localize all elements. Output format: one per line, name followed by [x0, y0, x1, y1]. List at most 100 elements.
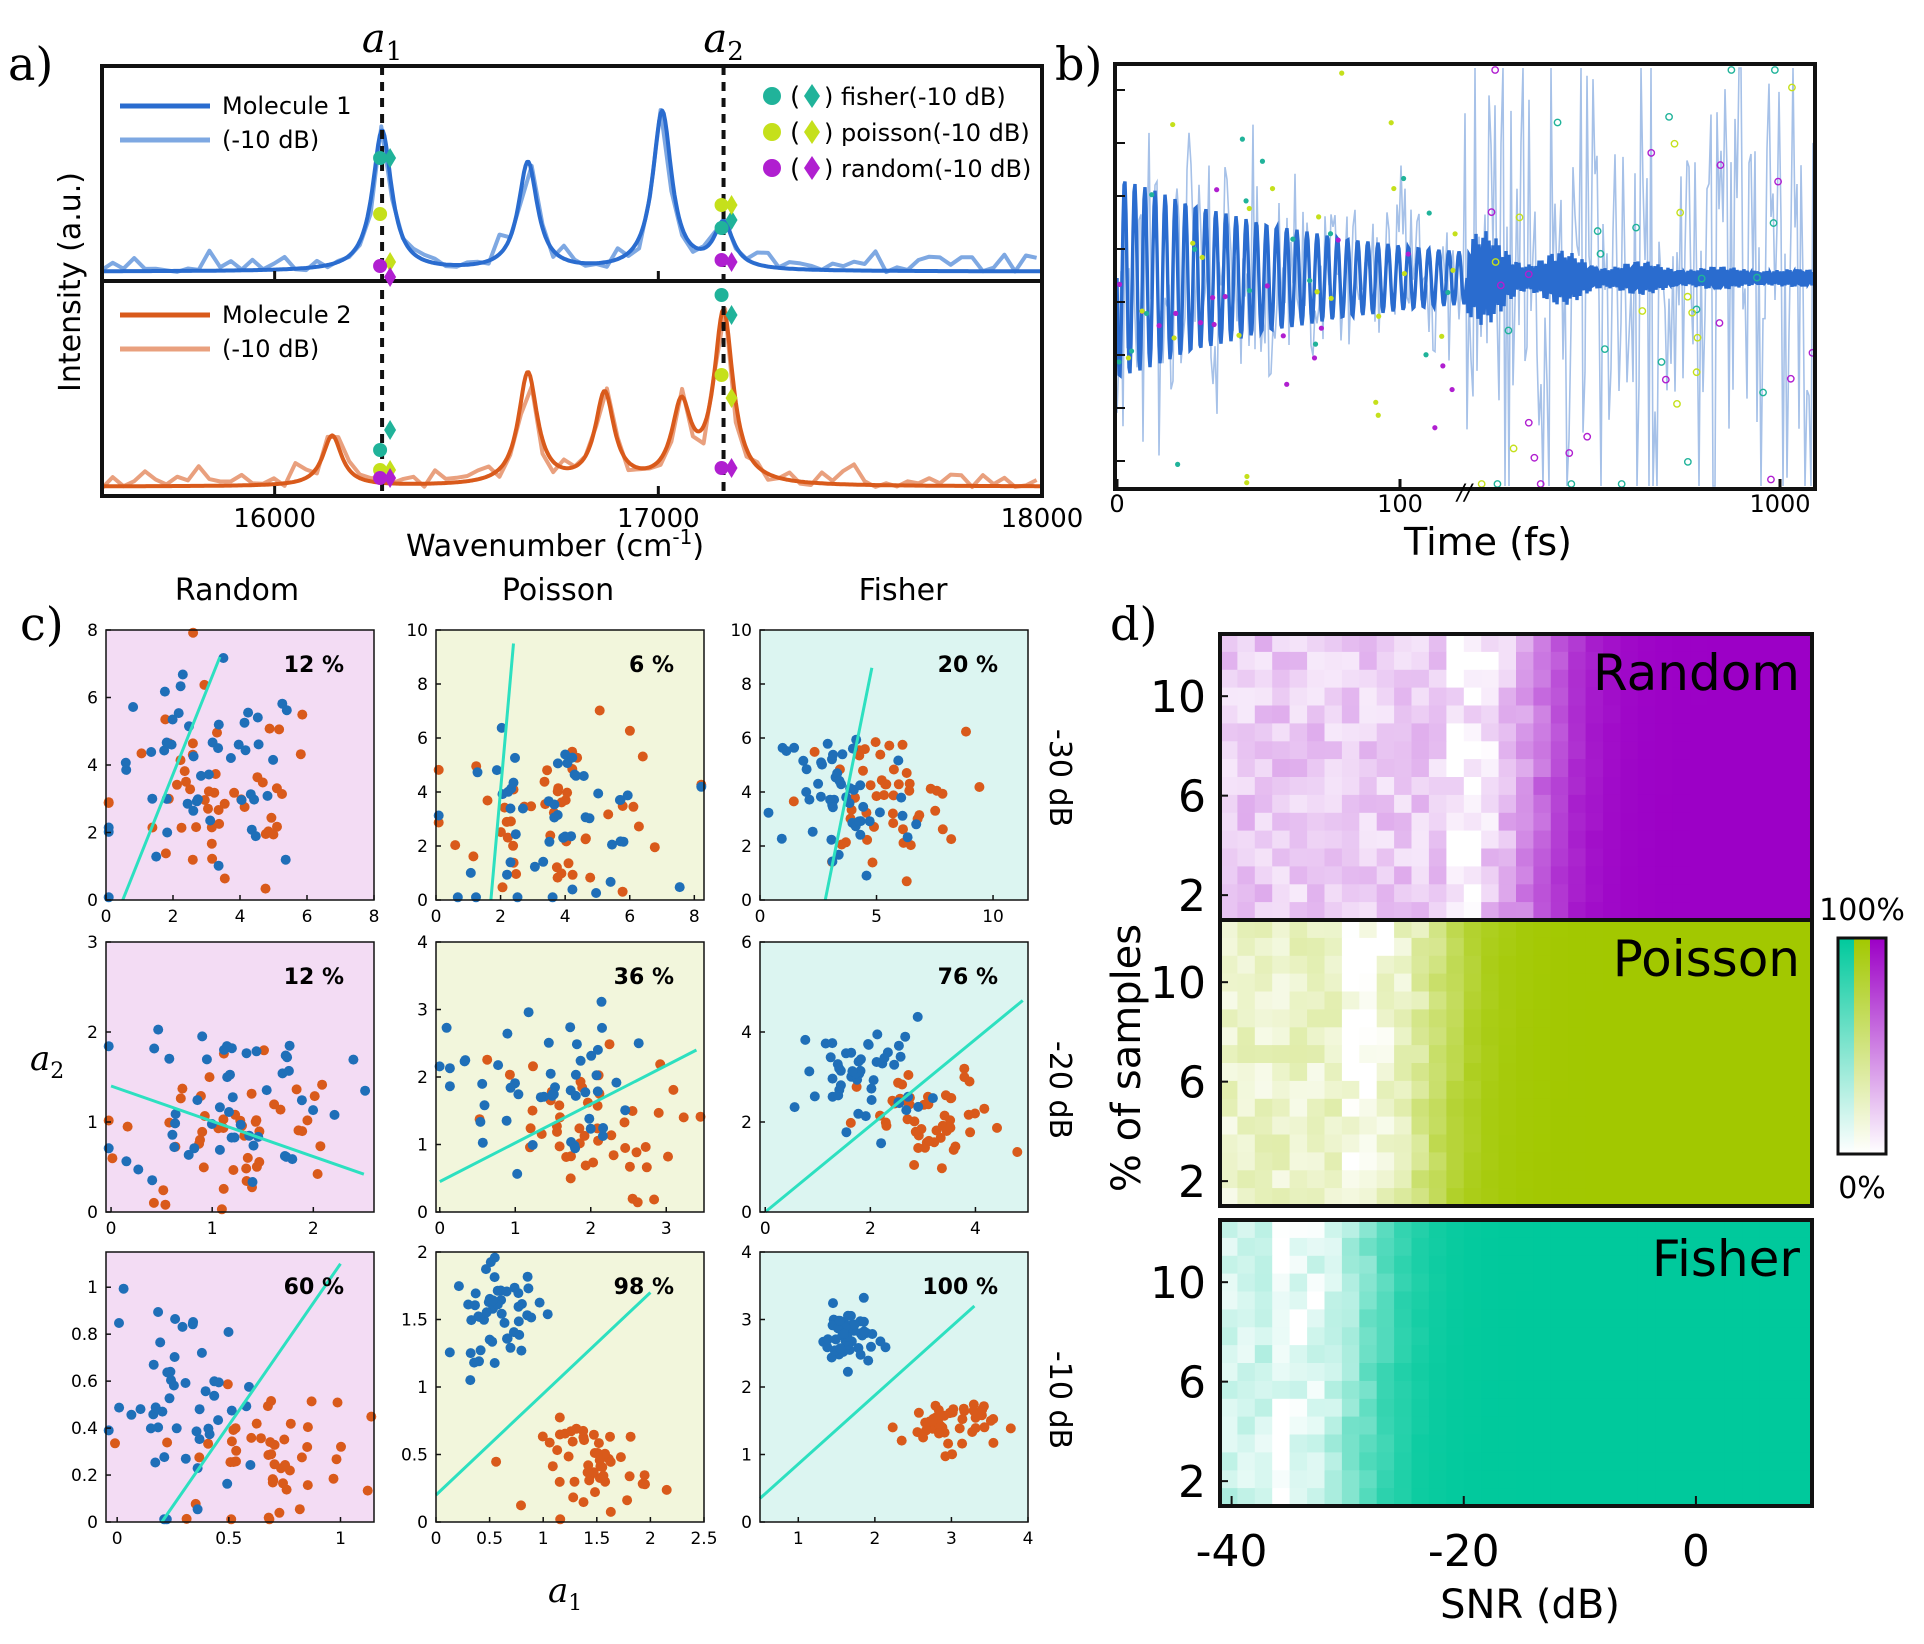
molecule2-point — [160, 1199, 171, 1210]
heatmap-cell — [1568, 955, 1587, 975]
heatmap-cell — [1585, 1416, 1604, 1436]
heatmap-cell — [1655, 1152, 1674, 1171]
molecule1-point — [522, 1271, 533, 1282]
molecule2-point — [107, 1153, 118, 1164]
molecule2-point — [914, 810, 925, 821]
heatmap-cell — [1742, 705, 1761, 724]
heatmap-cell — [1359, 848, 1378, 867]
heatmap-cell — [1324, 1080, 1343, 1100]
molecule1-point — [225, 753, 236, 763]
heatmap-cell — [1637, 651, 1656, 671]
heatmap-cell — [1446, 1327, 1465, 1346]
heatmap-cell — [1394, 1434, 1413, 1453]
heatmap-cell — [1481, 812, 1500, 832]
legend-mol2-noisy-label: (-10 dB) — [222, 335, 319, 363]
heatmap-cell — [1672, 1098, 1691, 1118]
heatmap-cell — [1481, 1345, 1500, 1364]
heatmap-cell — [1707, 1220, 1726, 1239]
heatmap-cell — [1272, 1152, 1291, 1171]
molecule2-point — [888, 764, 899, 775]
heatmap-cell — [1603, 723, 1622, 742]
heatmap-cell — [1777, 1398, 1796, 1418]
heatmap-cell — [1620, 723, 1639, 742]
heatmap-cell — [1481, 705, 1500, 724]
molecule2-point — [279, 1434, 290, 1445]
molecule1-point — [120, 757, 131, 768]
heatmap-cell — [1585, 1170, 1604, 1189]
heatmap-cell — [1742, 1009, 1761, 1028]
heatmap-cell — [1759, 1009, 1778, 1028]
heatmap-cell — [1724, 1134, 1743, 1153]
row-label-30db: -30 dB — [1042, 729, 1077, 827]
heatmap-cell — [1690, 1220, 1709, 1239]
heatmap-cell — [1428, 1237, 1447, 1257]
heatmap-cell — [1254, 1327, 1273, 1346]
molecule1-point — [481, 1307, 492, 1318]
heatmap-cell — [1411, 1345, 1430, 1364]
molecule2-point — [179, 766, 190, 777]
heatmap-cell — [1428, 1416, 1447, 1436]
molecule2-point — [203, 803, 213, 814]
molecule1-point — [148, 1359, 159, 1370]
heatmap-cell — [1481, 1273, 1500, 1293]
c-xtick-label: 2 — [168, 907, 179, 927]
heatmap-cell — [1568, 1416, 1587, 1436]
molecule2-point — [542, 765, 553, 776]
time-sample-point — [1693, 333, 1702, 342]
molecule2-point — [862, 834, 873, 845]
heatmap-cell — [1237, 848, 1256, 867]
heatmap-cell — [1724, 759, 1743, 778]
heatmap-cell — [1603, 1434, 1622, 1453]
molecule1-point — [444, 1081, 455, 1092]
molecule2-point — [897, 739, 908, 750]
heatmap-cell — [1237, 1345, 1256, 1364]
molecule2-point — [593, 1438, 604, 1449]
heatmap-cell — [1324, 1434, 1343, 1453]
heatmap-cell — [1603, 1152, 1622, 1171]
heatmap-cell — [1707, 830, 1726, 850]
heatmap-cell — [1516, 866, 1534, 885]
heatmap-cell — [1585, 669, 1604, 689]
heatmap-cell — [1446, 1345, 1465, 1364]
time-sample-point — [1786, 374, 1795, 383]
heatmap-cell — [1603, 1134, 1622, 1153]
molecule2-point — [203, 1438, 214, 1449]
heatmap-cell — [1307, 1470, 1326, 1489]
heatmap-cell — [1550, 1255, 1569, 1275]
heatmap-cell — [1516, 634, 1534, 653]
molecule2-point — [884, 740, 895, 751]
molecule1-point — [570, 1143, 581, 1154]
heatmap-cell — [1341, 1098, 1360, 1118]
heatmap-cell — [1254, 759, 1273, 778]
heatmap-cell — [1237, 1416, 1256, 1436]
heatmap-cell — [1533, 669, 1552, 689]
molecule2-point — [622, 1495, 633, 1506]
heatmap-cell — [1672, 1152, 1691, 1171]
molecule2-point — [231, 1445, 242, 1456]
heatmap-cell — [1655, 1045, 1674, 1064]
time-sample-point — [1683, 292, 1692, 301]
heatmap-cell — [1428, 1345, 1447, 1364]
decision-boundary — [758, 1304, 976, 1500]
molecule2-point — [218, 1183, 229, 1194]
heatmap-cell — [1759, 866, 1778, 885]
heatmap-cell — [1446, 1363, 1465, 1382]
molecule1-point — [855, 1349, 866, 1360]
heatmap-cell — [1272, 955, 1291, 975]
molecule1-point — [841, 1127, 852, 1138]
molecule2-point — [624, 725, 635, 736]
molecule1-point — [552, 758, 563, 769]
heatmap-cell — [1794, 705, 1813, 724]
molecule1-point — [162, 827, 173, 838]
molecule2-point — [561, 1152, 572, 1162]
heatmap-cell — [1307, 1434, 1326, 1453]
heatmap-cell — [1237, 651, 1256, 671]
heatmap-cell — [1533, 634, 1552, 653]
molecule2-point — [603, 809, 614, 820]
heatmap-cell — [1289, 723, 1308, 742]
heatmap-cell — [1307, 1363, 1326, 1382]
heatmap-cell — [1220, 830, 1238, 850]
heatmap-cell — [1637, 937, 1656, 957]
heatmap-cell — [1237, 937, 1256, 957]
heatmap-cell — [1307, 973, 1326, 993]
